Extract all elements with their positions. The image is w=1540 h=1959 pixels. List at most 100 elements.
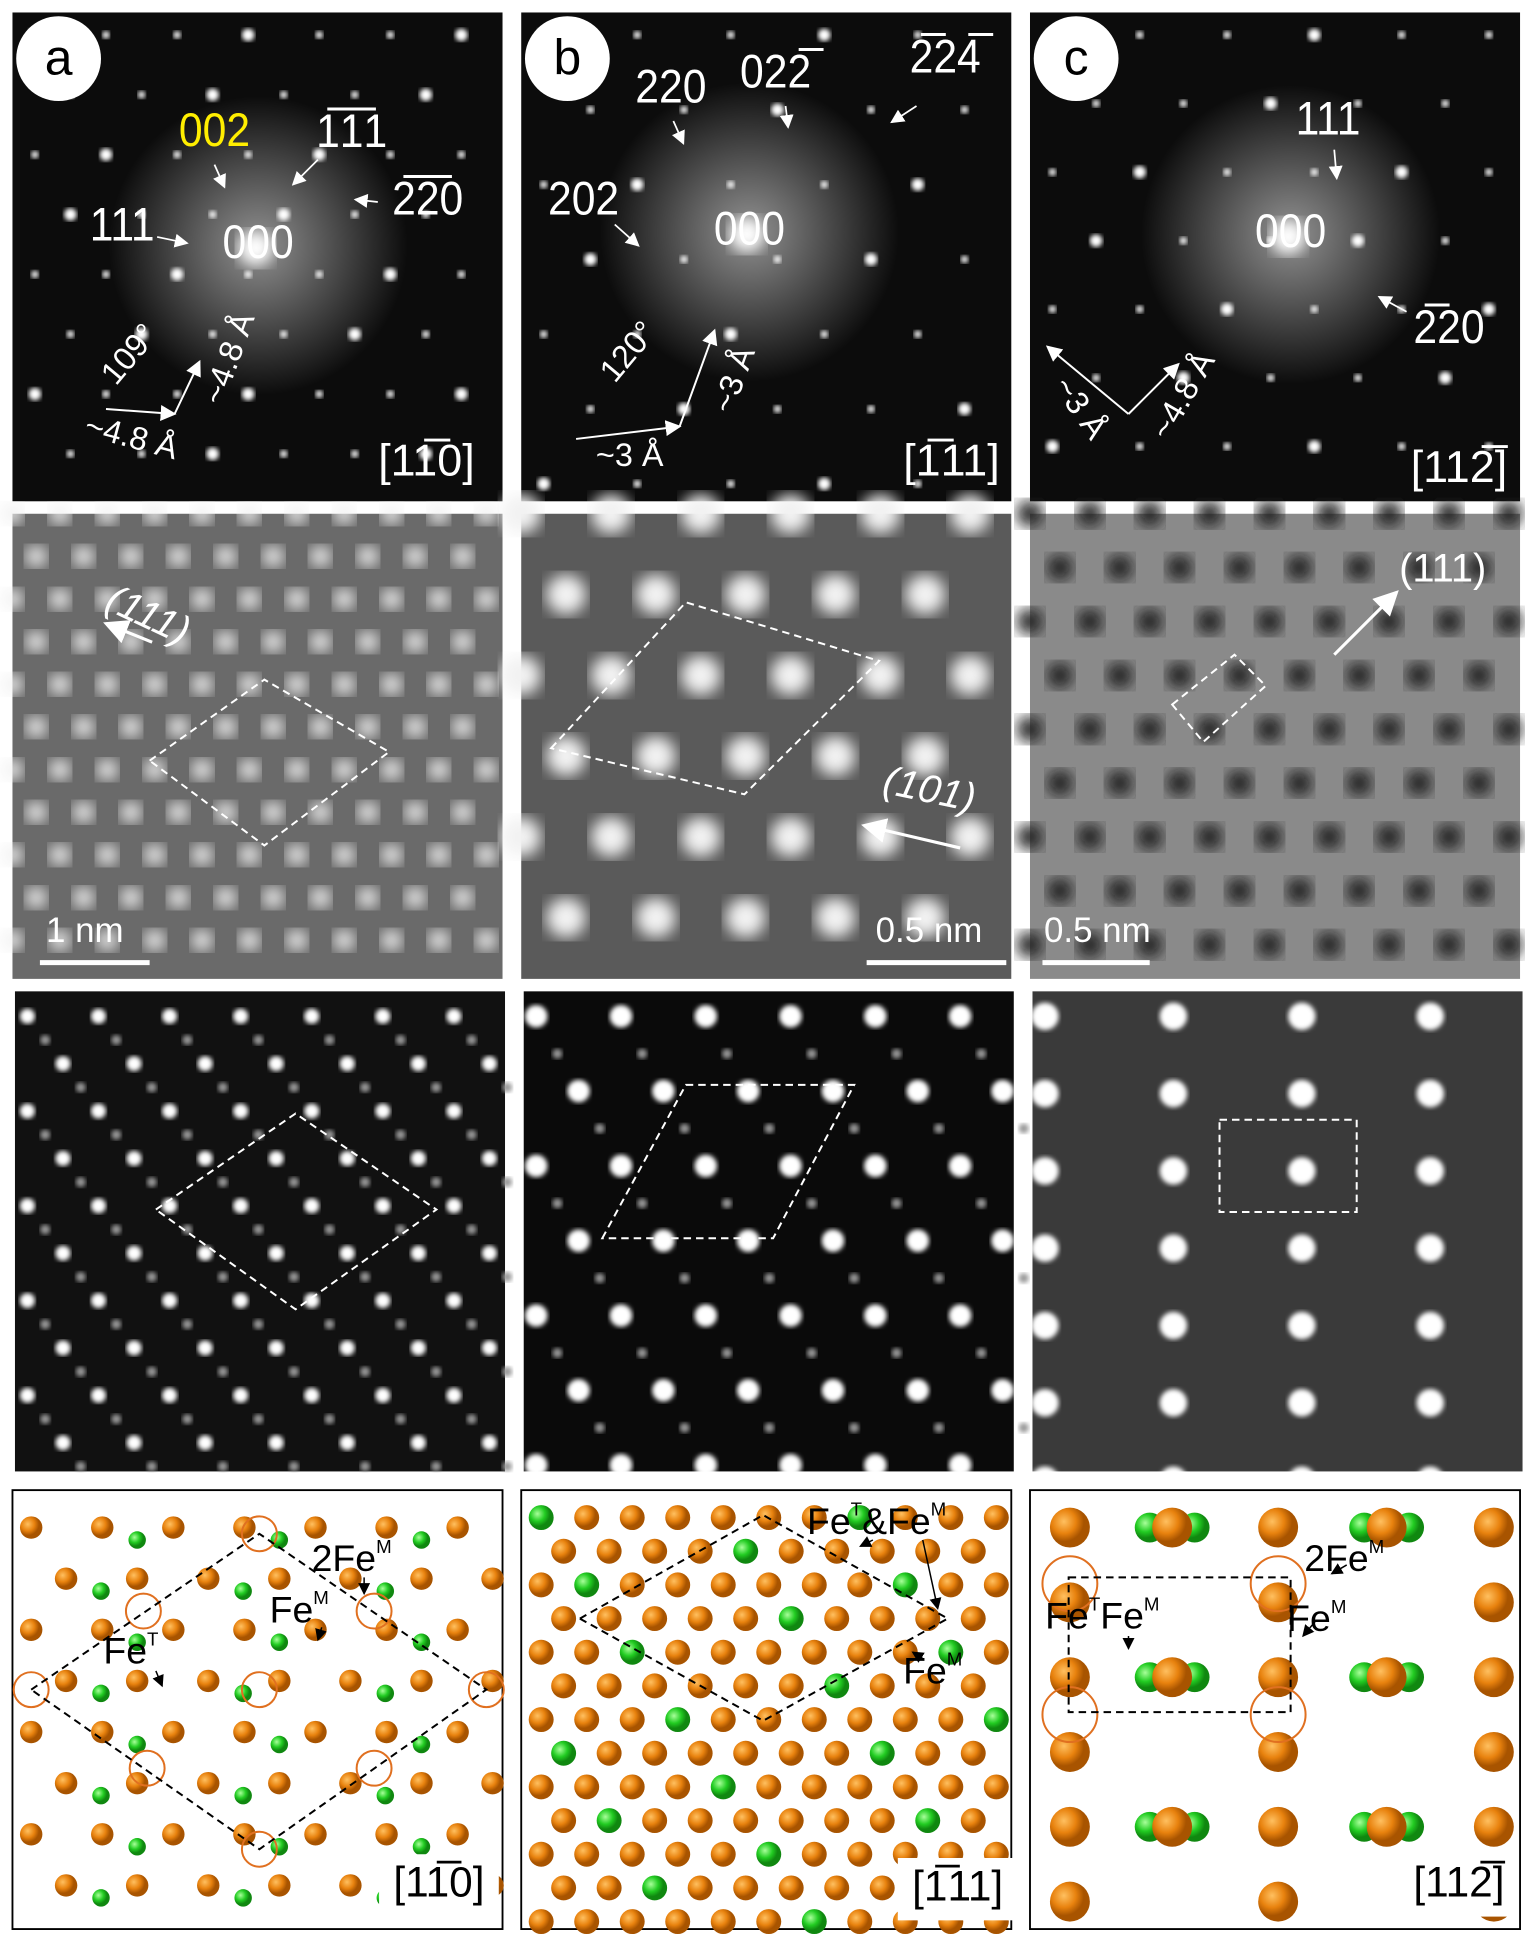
dark-pore [1136,823,1163,851]
diffraction-spot [1485,168,1493,176]
site-ring [240,1830,278,1868]
atom-column [567,1379,590,1402]
minor-column [111,1319,122,1330]
diffraction-spot [173,31,181,39]
bright-column [333,759,355,781]
dark-pore [1435,823,1463,851]
fe-atom [665,1841,691,1867]
minor-column [324,1414,335,1425]
fe-atom [869,1673,895,1699]
fe-atom [938,1505,964,1531]
diffraction-spot [1308,440,1321,453]
minor-column [75,1177,86,1188]
direct-beam [238,230,274,266]
bright-column [546,736,586,776]
label-sup: M [1369,1536,1385,1557]
o-atom [270,1735,289,1754]
dark-pore [1435,608,1463,635]
atom-column [1031,1466,1059,1494]
fe-atom [551,1875,577,1901]
reflection-label: 1̅1̅1 [316,104,387,158]
bright-column [310,801,331,823]
dark-pore [1495,931,1522,958]
dark-pore [1316,608,1343,635]
dark-pore [1346,769,1373,797]
diffraction-panel [1029,12,1521,502]
fe-atom [801,1841,827,1867]
panel-background [1029,513,1521,979]
dark-pore [1166,554,1193,581]
atom-column [1416,1079,1444,1108]
label-base: Fe [1100,1594,1144,1636]
fe-atom [915,1740,941,1766]
minor-column [552,1198,563,1209]
fe-atom [847,1572,873,1598]
bright-column [860,655,901,696]
diffraction-spot [958,402,971,416]
reflection-label: 022̅ [740,44,824,98]
minor-column [360,1366,371,1377]
bright-column [144,673,166,695]
atom-column [126,1435,142,1451]
minor-column [466,1414,477,1425]
fe-atom [778,1673,804,1699]
atom-column [991,1229,1014,1252]
reflection-label: 111 [90,198,155,252]
dark-pore [1316,500,1343,527]
hrtem-panel [501,494,1012,979]
atom-column [991,1079,1014,1103]
bright-column [49,588,71,610]
simulation-panel [14,991,513,1519]
fe-atom [665,1639,691,1665]
minor-column [502,1082,513,1093]
fe-atom [847,1909,873,1935]
minor-column [217,1177,228,1188]
minor-column [849,1123,860,1134]
o-atom [270,1633,289,1651]
minor-column [466,1129,477,1140]
fe-atom [1049,1732,1090,1772]
fe-atom [687,1808,713,1834]
fe-atom [446,1618,469,1642]
fe-atom [481,1771,504,1795]
label-sup: M [947,1648,963,1669]
fe-atom [915,1673,941,1699]
diffraction-spot [1397,31,1406,39]
fe-atom [824,1808,850,1834]
diffraction-spot [1220,303,1234,316]
diffraction-spot [351,210,359,219]
bright-column [636,736,676,776]
dark-pore [1465,877,1493,905]
diffraction-spot [455,28,468,42]
unit-cell-outline [577,1513,950,1722]
diffraction-spot [1308,28,1321,42]
fe-atom [960,1740,986,1766]
fe-atom [197,1669,220,1693]
atom-column [948,1304,972,1327]
dark-pore [1256,500,1283,527]
dark-pore [1076,823,1104,851]
minor-column [764,1422,775,1433]
fe-atom [847,1639,873,1665]
diffraction-spot [99,148,113,161]
o-atom [92,1786,110,1805]
site-ring [240,1671,278,1709]
bright-column [501,655,541,696]
o-atom [412,1838,431,1856]
bright-column [905,898,945,938]
diffraction-spot [384,268,397,281]
dark-pore [1196,823,1223,851]
diffraction-panel [521,12,1012,502]
diffraction-spot [867,106,875,114]
dark-pore [1286,769,1313,797]
atom-column [1416,1389,1444,1417]
diffraction-spot [680,255,688,264]
atom-column [91,1008,106,1024]
atom-column [55,1435,71,1451]
atom-column [567,1079,590,1103]
o-atom [376,1786,395,1805]
fe-atom [1473,1657,1514,1698]
diffraction-spot [457,270,466,279]
atom-column [609,1453,633,1477]
fe-atom [733,1606,759,1632]
